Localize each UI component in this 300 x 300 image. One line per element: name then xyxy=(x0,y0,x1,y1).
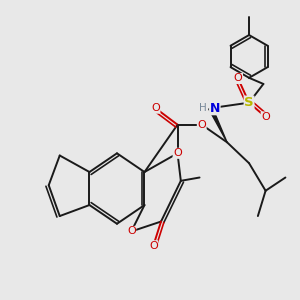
Text: S: S xyxy=(244,96,254,109)
Text: O: O xyxy=(151,103,160,113)
Text: O: O xyxy=(261,112,270,122)
Text: O: O xyxy=(127,226,136,236)
Text: O: O xyxy=(149,241,158,251)
Text: O: O xyxy=(234,74,242,83)
Text: O: O xyxy=(197,120,206,130)
Text: O: O xyxy=(173,148,182,158)
Text: N: N xyxy=(210,102,220,115)
Text: H: H xyxy=(200,103,207,113)
Polygon shape xyxy=(209,107,227,142)
